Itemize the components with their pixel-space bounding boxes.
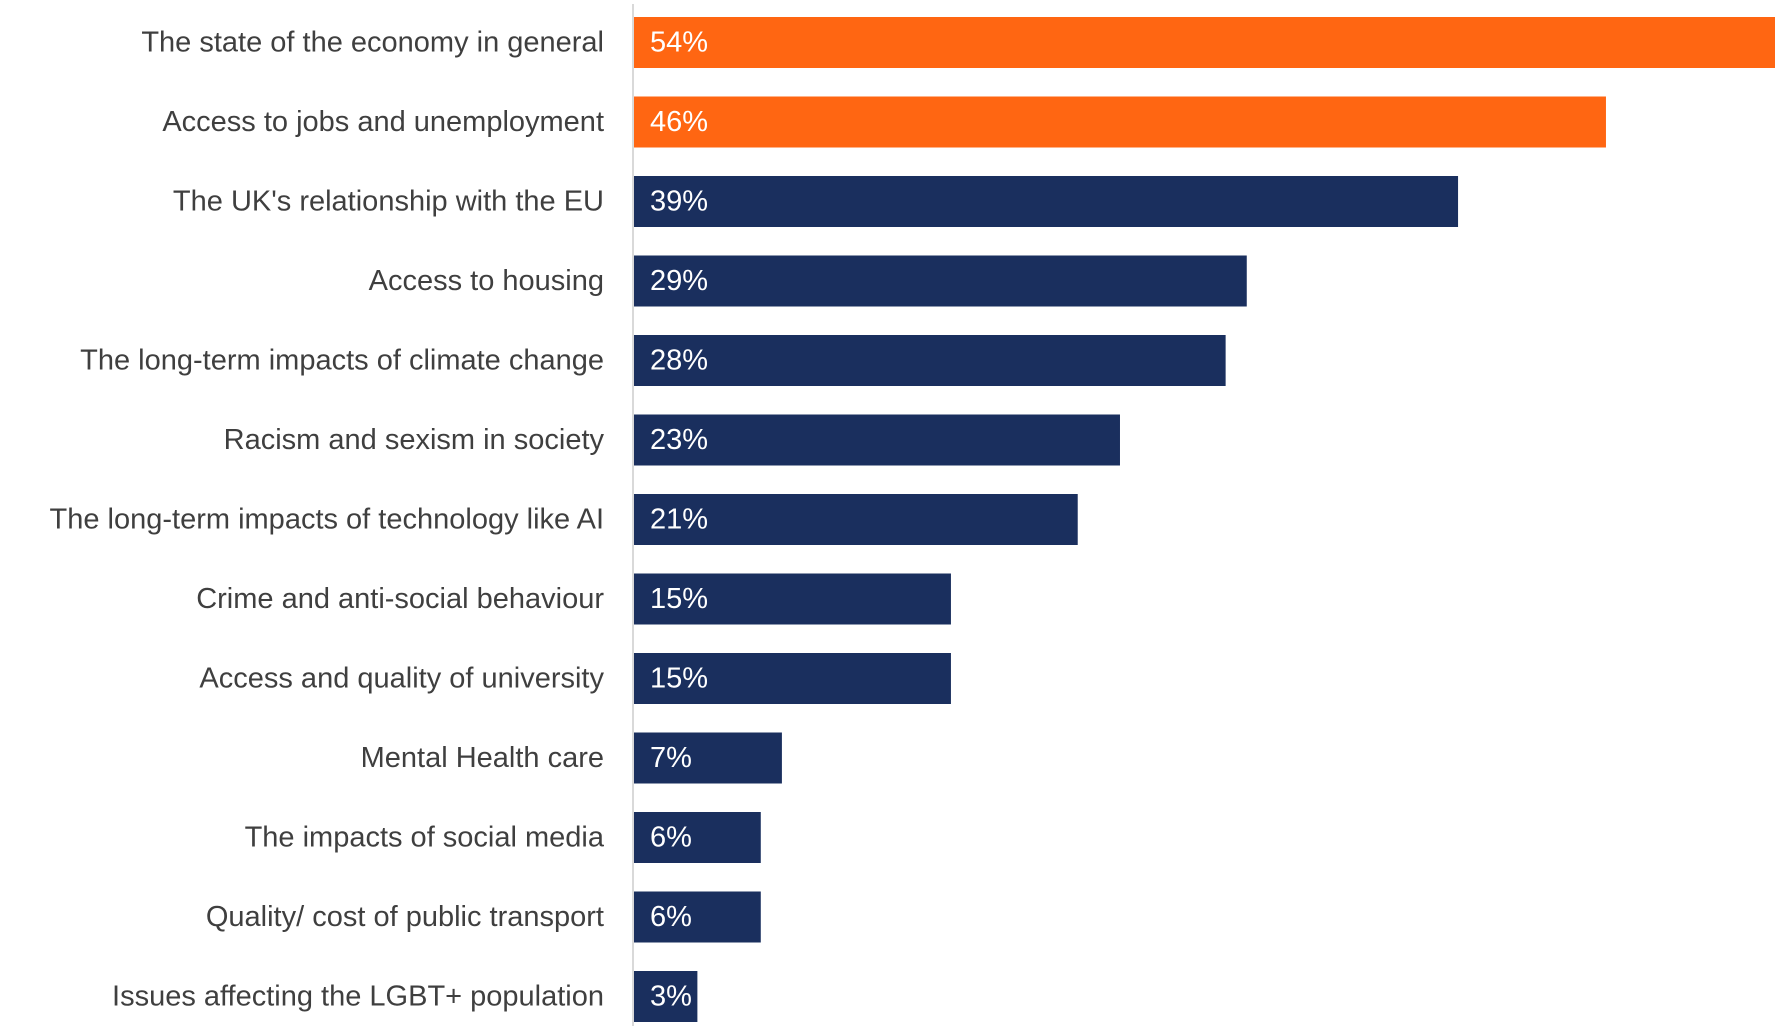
bar-1 (634, 17, 1775, 68)
value-label: 46% (650, 106, 708, 138)
bar-7 (634, 494, 1078, 545)
category-label: Access and quality of university (199, 663, 604, 695)
bar-10 (634, 732, 782, 784)
value-label: 54% (650, 27, 708, 59)
bar-8 (634, 573, 951, 625)
bar-12 (634, 891, 761, 943)
category-label: The UK's relationship with the EU (173, 186, 604, 218)
bar-6 (634, 414, 1120, 466)
bar-2 (634, 96, 1606, 148)
bar-11 (634, 812, 761, 863)
category-label: The state of the economy in general (141, 27, 604, 59)
category-label: Access to jobs and unemployment (162, 106, 604, 138)
value-label: 28% (650, 345, 708, 377)
value-label: 6% (650, 822, 692, 854)
bar-9 (634, 653, 951, 704)
bar-4 (634, 255, 1247, 307)
value-label: 21% (650, 504, 708, 536)
category-label: Mental Health care (361, 742, 604, 774)
category-label: Issues affecting the LGBT+ population (112, 981, 604, 1013)
bar-13 (634, 971, 698, 1022)
category-label: Racism and sexism in society (224, 424, 605, 456)
value-label: 15% (650, 583, 708, 615)
category-label: The long-term impacts of technology like… (50, 504, 604, 536)
category-label: Quality/ cost of public transport (206, 901, 604, 933)
value-label: 7% (650, 742, 692, 774)
value-label: 15% (650, 663, 708, 695)
bars-group (634, 17, 1775, 1022)
bar-5 (634, 335, 1226, 386)
category-labels-group: The state of the economy in general Acces… (50, 27, 605, 1013)
value-label: 6% (650, 901, 692, 933)
category-label: Access to housing (369, 265, 604, 297)
value-label: 3% (650, 981, 692, 1013)
value-label: 23% (650, 424, 708, 456)
value-label: 39% (650, 186, 708, 218)
value-labels-group: 54% 46% 39% 29% 28% 23% 21% 15% 15% 7% 6% 6% 3% (650, 27, 708, 1013)
value-label: 29% (650, 265, 708, 297)
category-label: Crime and anti-social behaviour (196, 583, 604, 615)
category-label: The long-term impacts of climate change (80, 345, 604, 377)
bar-3 (634, 176, 1459, 227)
category-label: The impacts of social media (245, 822, 605, 854)
